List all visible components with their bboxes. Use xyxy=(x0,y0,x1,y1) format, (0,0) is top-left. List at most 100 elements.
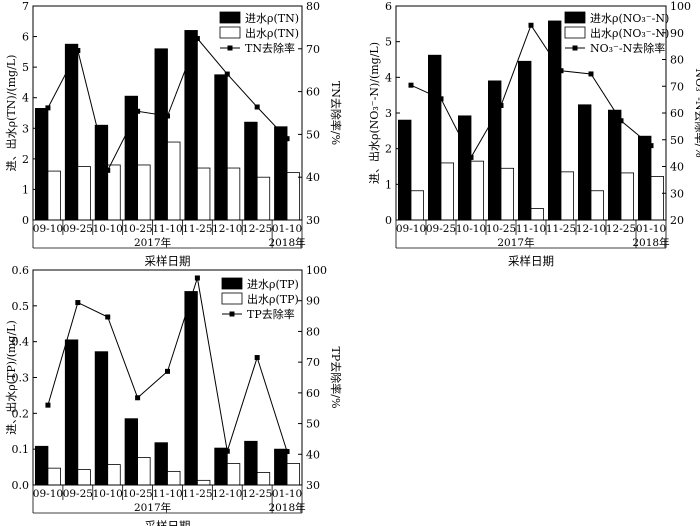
x-tick-label: 10-25 xyxy=(122,488,152,500)
outflow-bar xyxy=(256,472,271,486)
removal-rate-point xyxy=(468,154,474,160)
outflow-bar xyxy=(77,166,91,221)
y-axis-title: 进、出水ρ(TP)/(mg/L) xyxy=(4,320,18,435)
x-tick-label: 12-10 xyxy=(576,223,606,235)
x-tick-label: 01-10 xyxy=(272,223,302,235)
y2-tick-label: 40 xyxy=(306,171,320,184)
removal-rate-point xyxy=(75,48,81,54)
removal-rate-point xyxy=(648,143,654,149)
inflow-bar xyxy=(184,30,198,221)
y-tick-label: 0.4 xyxy=(12,336,30,349)
x-tick-label: 09-25 xyxy=(63,488,93,500)
legend-label-rate: TN去除率 xyxy=(245,41,295,55)
outflow-bar xyxy=(560,171,575,221)
legend-label-outflow: 出水ρ(TP) xyxy=(247,292,299,306)
x-tick-label: 12-25 xyxy=(606,223,636,235)
removal-rate-point xyxy=(284,136,290,142)
y2-tick-label: 30 xyxy=(670,187,684,200)
outflow-bar xyxy=(440,162,455,221)
y2-tick-label: 70 xyxy=(670,80,684,93)
removal-rate-point xyxy=(254,355,260,361)
legend-label-inflow: 进水ρ(NO₃⁻-N) xyxy=(590,12,669,25)
y-tick-label: 2 xyxy=(385,143,392,156)
y2-tick-label: 100 xyxy=(670,0,691,13)
removal-rate-point xyxy=(438,96,444,102)
legend-swatch-outflow xyxy=(221,292,243,305)
y2-axis-title: NO₃⁻-N去除率/% xyxy=(693,68,700,157)
removal-rate-point xyxy=(194,275,200,281)
chart-3: 0.0 0.1 0.2 0.3 0.4 0.5 0.6 30 40 50 60 70 80 90 100 09… xyxy=(4,264,343,526)
outflow-bar xyxy=(286,172,301,221)
y2-tick-label: 40 xyxy=(306,448,320,461)
y2-tick-label: 60 xyxy=(670,107,684,120)
outflow-bar xyxy=(410,190,425,221)
inflow-bar xyxy=(64,339,79,486)
legend-swatch-inflow xyxy=(221,277,243,290)
outflow-bar xyxy=(137,164,151,221)
removal-rate-point xyxy=(135,395,141,401)
outflow-bar xyxy=(137,457,151,486)
y-tick-label: 2 xyxy=(22,153,29,166)
x-tick-label: 11-25 xyxy=(182,223,212,235)
inflow-bar xyxy=(608,109,622,221)
outflow-bar xyxy=(196,479,211,486)
y2-tick-label: 100 xyxy=(306,264,327,277)
legend-label-outflow: 出水ρ(TN) xyxy=(245,26,299,40)
x-tick-label: 10-25 xyxy=(122,223,152,235)
legend-marker-rate xyxy=(572,45,578,51)
x-tick-label: 10-10 xyxy=(93,223,123,235)
x-tick-label: 12-25 xyxy=(242,488,272,500)
x-tick-label: 10-25 xyxy=(486,223,516,235)
outflow-bar xyxy=(590,190,605,221)
y-tick-label: 0.5 xyxy=(12,300,30,313)
x-axis-title: 采样日期 xyxy=(145,254,191,268)
x-tick-label: 09-25 xyxy=(426,223,456,235)
x-tick-label: 09-10 xyxy=(33,488,63,500)
inflow-bar xyxy=(638,135,652,221)
y2-tick-label: 80 xyxy=(306,0,320,13)
outflow-bar xyxy=(167,141,181,221)
removal-rate-point xyxy=(558,68,564,74)
x-tick-label: 10-10 xyxy=(456,223,486,235)
removal-rate-point xyxy=(498,103,504,109)
legend-label-inflow: 进水ρ(TP) xyxy=(247,278,299,291)
x-tick-label: 12-10 xyxy=(212,488,242,500)
removal-rate-point xyxy=(105,167,111,173)
removal-rate-point xyxy=(165,113,170,119)
legend: 进水ρ(TP)出水ρ(TP)TP去除率 xyxy=(221,277,299,321)
inflow-bar xyxy=(457,115,472,221)
y2-tick-label: 30 xyxy=(306,214,320,227)
y-tick-label: 5 xyxy=(22,61,29,74)
y-tick-label: 0.0 xyxy=(12,479,30,492)
y2-axis-title: TN去除率/% xyxy=(329,81,343,145)
y-axis-title: 进、出水ρ(NO₃⁻-N)/(mg/L) xyxy=(367,42,381,184)
y2-tick-label: 80 xyxy=(306,325,320,338)
y-tick-label: 6 xyxy=(22,31,29,44)
outflow-bar xyxy=(286,463,301,486)
removal-rate-point xyxy=(528,22,534,28)
y2-tick-label: 50 xyxy=(306,418,320,431)
y-tick-label: 0.6 xyxy=(12,264,30,277)
removal-rate-point xyxy=(194,36,200,42)
inflow-bar xyxy=(34,445,49,486)
legend-label-rate: TP去除率 xyxy=(247,307,295,321)
legend-swatch-inflow xyxy=(219,11,241,24)
inflow-bar xyxy=(274,448,288,486)
legend-marker-rate xyxy=(229,311,235,317)
inflow-bar xyxy=(34,108,49,221)
removal-rate-point xyxy=(224,448,230,454)
y-tick-label: 0.2 xyxy=(12,407,30,420)
removal-rate-point xyxy=(254,104,260,110)
legend-swatch-outflow xyxy=(564,26,586,39)
plot-frame xyxy=(32,5,303,221)
inflow-bar xyxy=(518,60,532,221)
outflow-bar xyxy=(530,208,545,221)
y-tick-label: 1 xyxy=(22,183,29,196)
removal-rate-point xyxy=(408,82,414,88)
removal-rate-point xyxy=(45,105,51,111)
y-tick-label: 1 xyxy=(385,178,392,191)
inflow-bar xyxy=(154,442,168,486)
y2-tick-label: 60 xyxy=(306,387,320,400)
legend-label-outflow: 出水ρ(NO₃⁻-N) xyxy=(590,26,669,40)
outflow-bar xyxy=(167,470,181,486)
